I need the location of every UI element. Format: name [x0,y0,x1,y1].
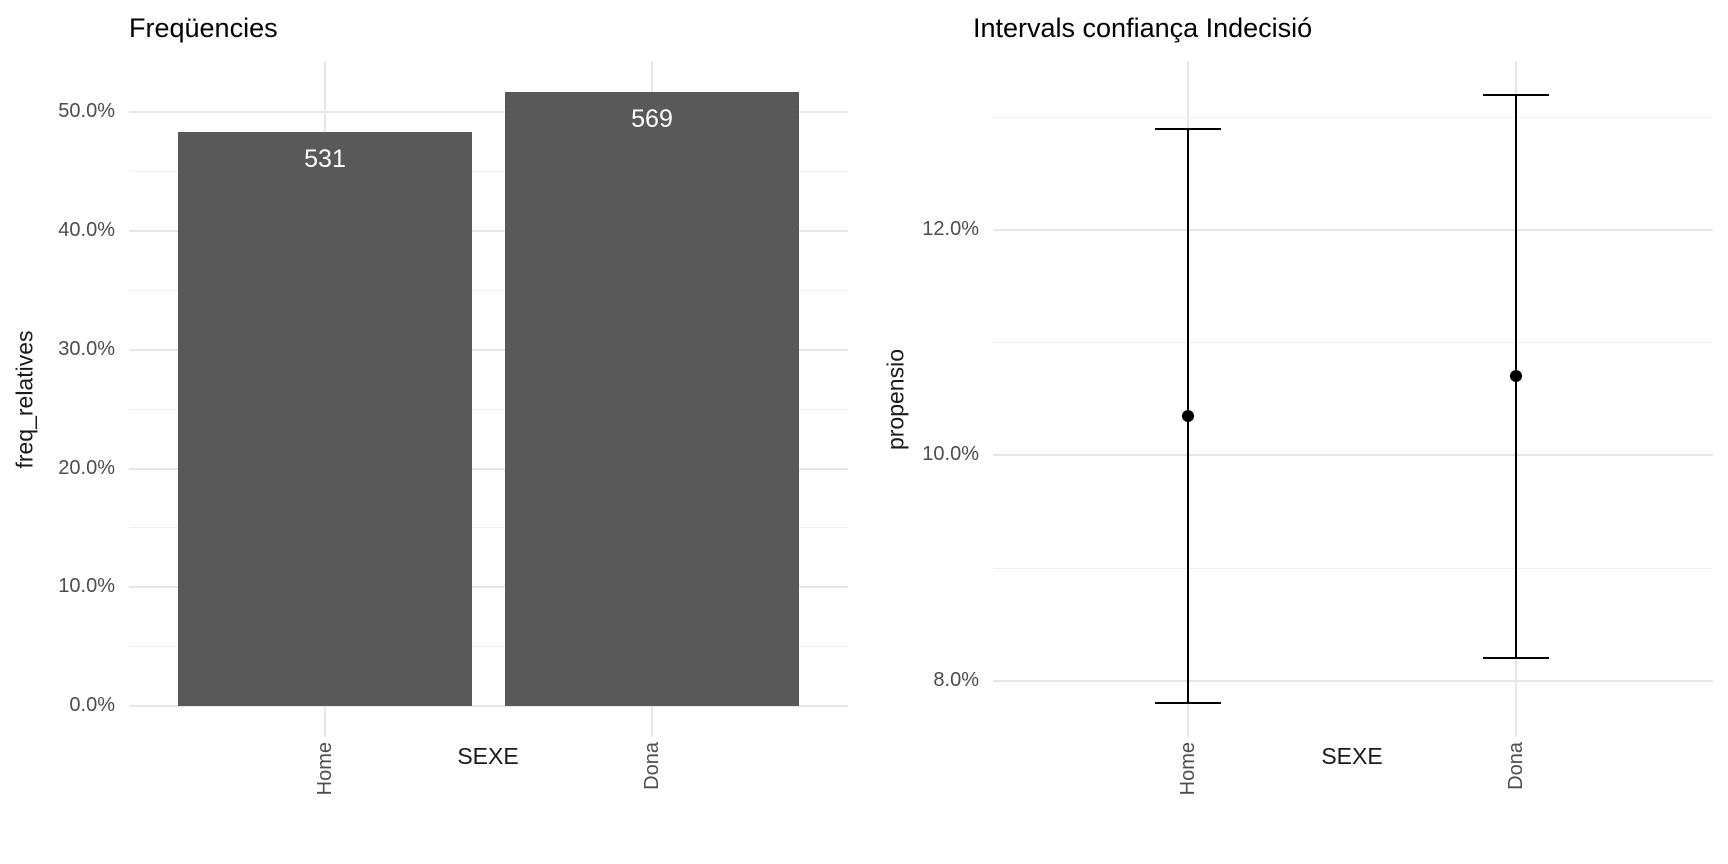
right-y-axis-title: propensio [882,348,909,451]
gridline-minor [129,170,848,172]
gridline-minor [993,116,1713,118]
gridline-major [129,229,848,232]
gridline-major [129,111,848,114]
y-tick-label: 12.0% [922,218,979,240]
bar-label: 569 [631,104,673,133]
right-chart-title: Intervals confiança Indecisió [973,13,1313,43]
y-tick-label: 30.0% [58,337,115,360]
errorbar-cap-top-home [1155,127,1221,130]
gridline-major [993,229,1713,231]
bar-home [178,132,472,707]
y-tick-label: 40.0% [58,218,115,241]
errorbar-point-home [1182,409,1194,422]
gridline-minor [129,527,848,529]
y-tick-label: 20.0% [58,456,115,479]
x-tick-label: Dona [1505,742,1527,790]
gridline-minor [129,408,848,410]
y-tick-label: 50.0% [58,100,115,123]
bar-dona [505,91,799,707]
gridline-minor [993,342,1713,344]
gridline-major [993,679,1713,682]
left-y-axis-title: freq_relatives [11,330,38,469]
x-tick-label: Dona [641,742,663,790]
gridline-minor [129,289,848,291]
gridline-major [129,586,848,589]
right-x-axis-title: SEXE [1321,743,1383,769]
gridline-major [993,454,1713,457]
gridline-minor [993,567,1713,569]
left-chart-title: Freqüencies [129,13,278,43]
gridline-major [129,348,848,351]
bar-label: 531 [304,145,346,174]
x-tick-label: Home [314,742,336,796]
gridline-minor [129,646,848,648]
gridline-major [129,705,848,708]
left-x-axis-title: SEXE [457,743,519,769]
gridline-major [129,467,848,470]
errorbar-cap-top-dona [1483,93,1549,96]
y-tick-label: 0.0% [69,694,115,717]
y-tick-label: 10.0% [58,575,115,598]
x-tick-label: Home [1177,742,1199,796]
y-tick-label: 8.0% [933,668,979,691]
errorbar-cap-bottom-home [1155,702,1221,705]
errorbar-cap-bottom-dona [1483,657,1549,660]
errorbar-point-dona [1510,370,1522,383]
y-tick-label: 10.0% [922,443,979,466]
